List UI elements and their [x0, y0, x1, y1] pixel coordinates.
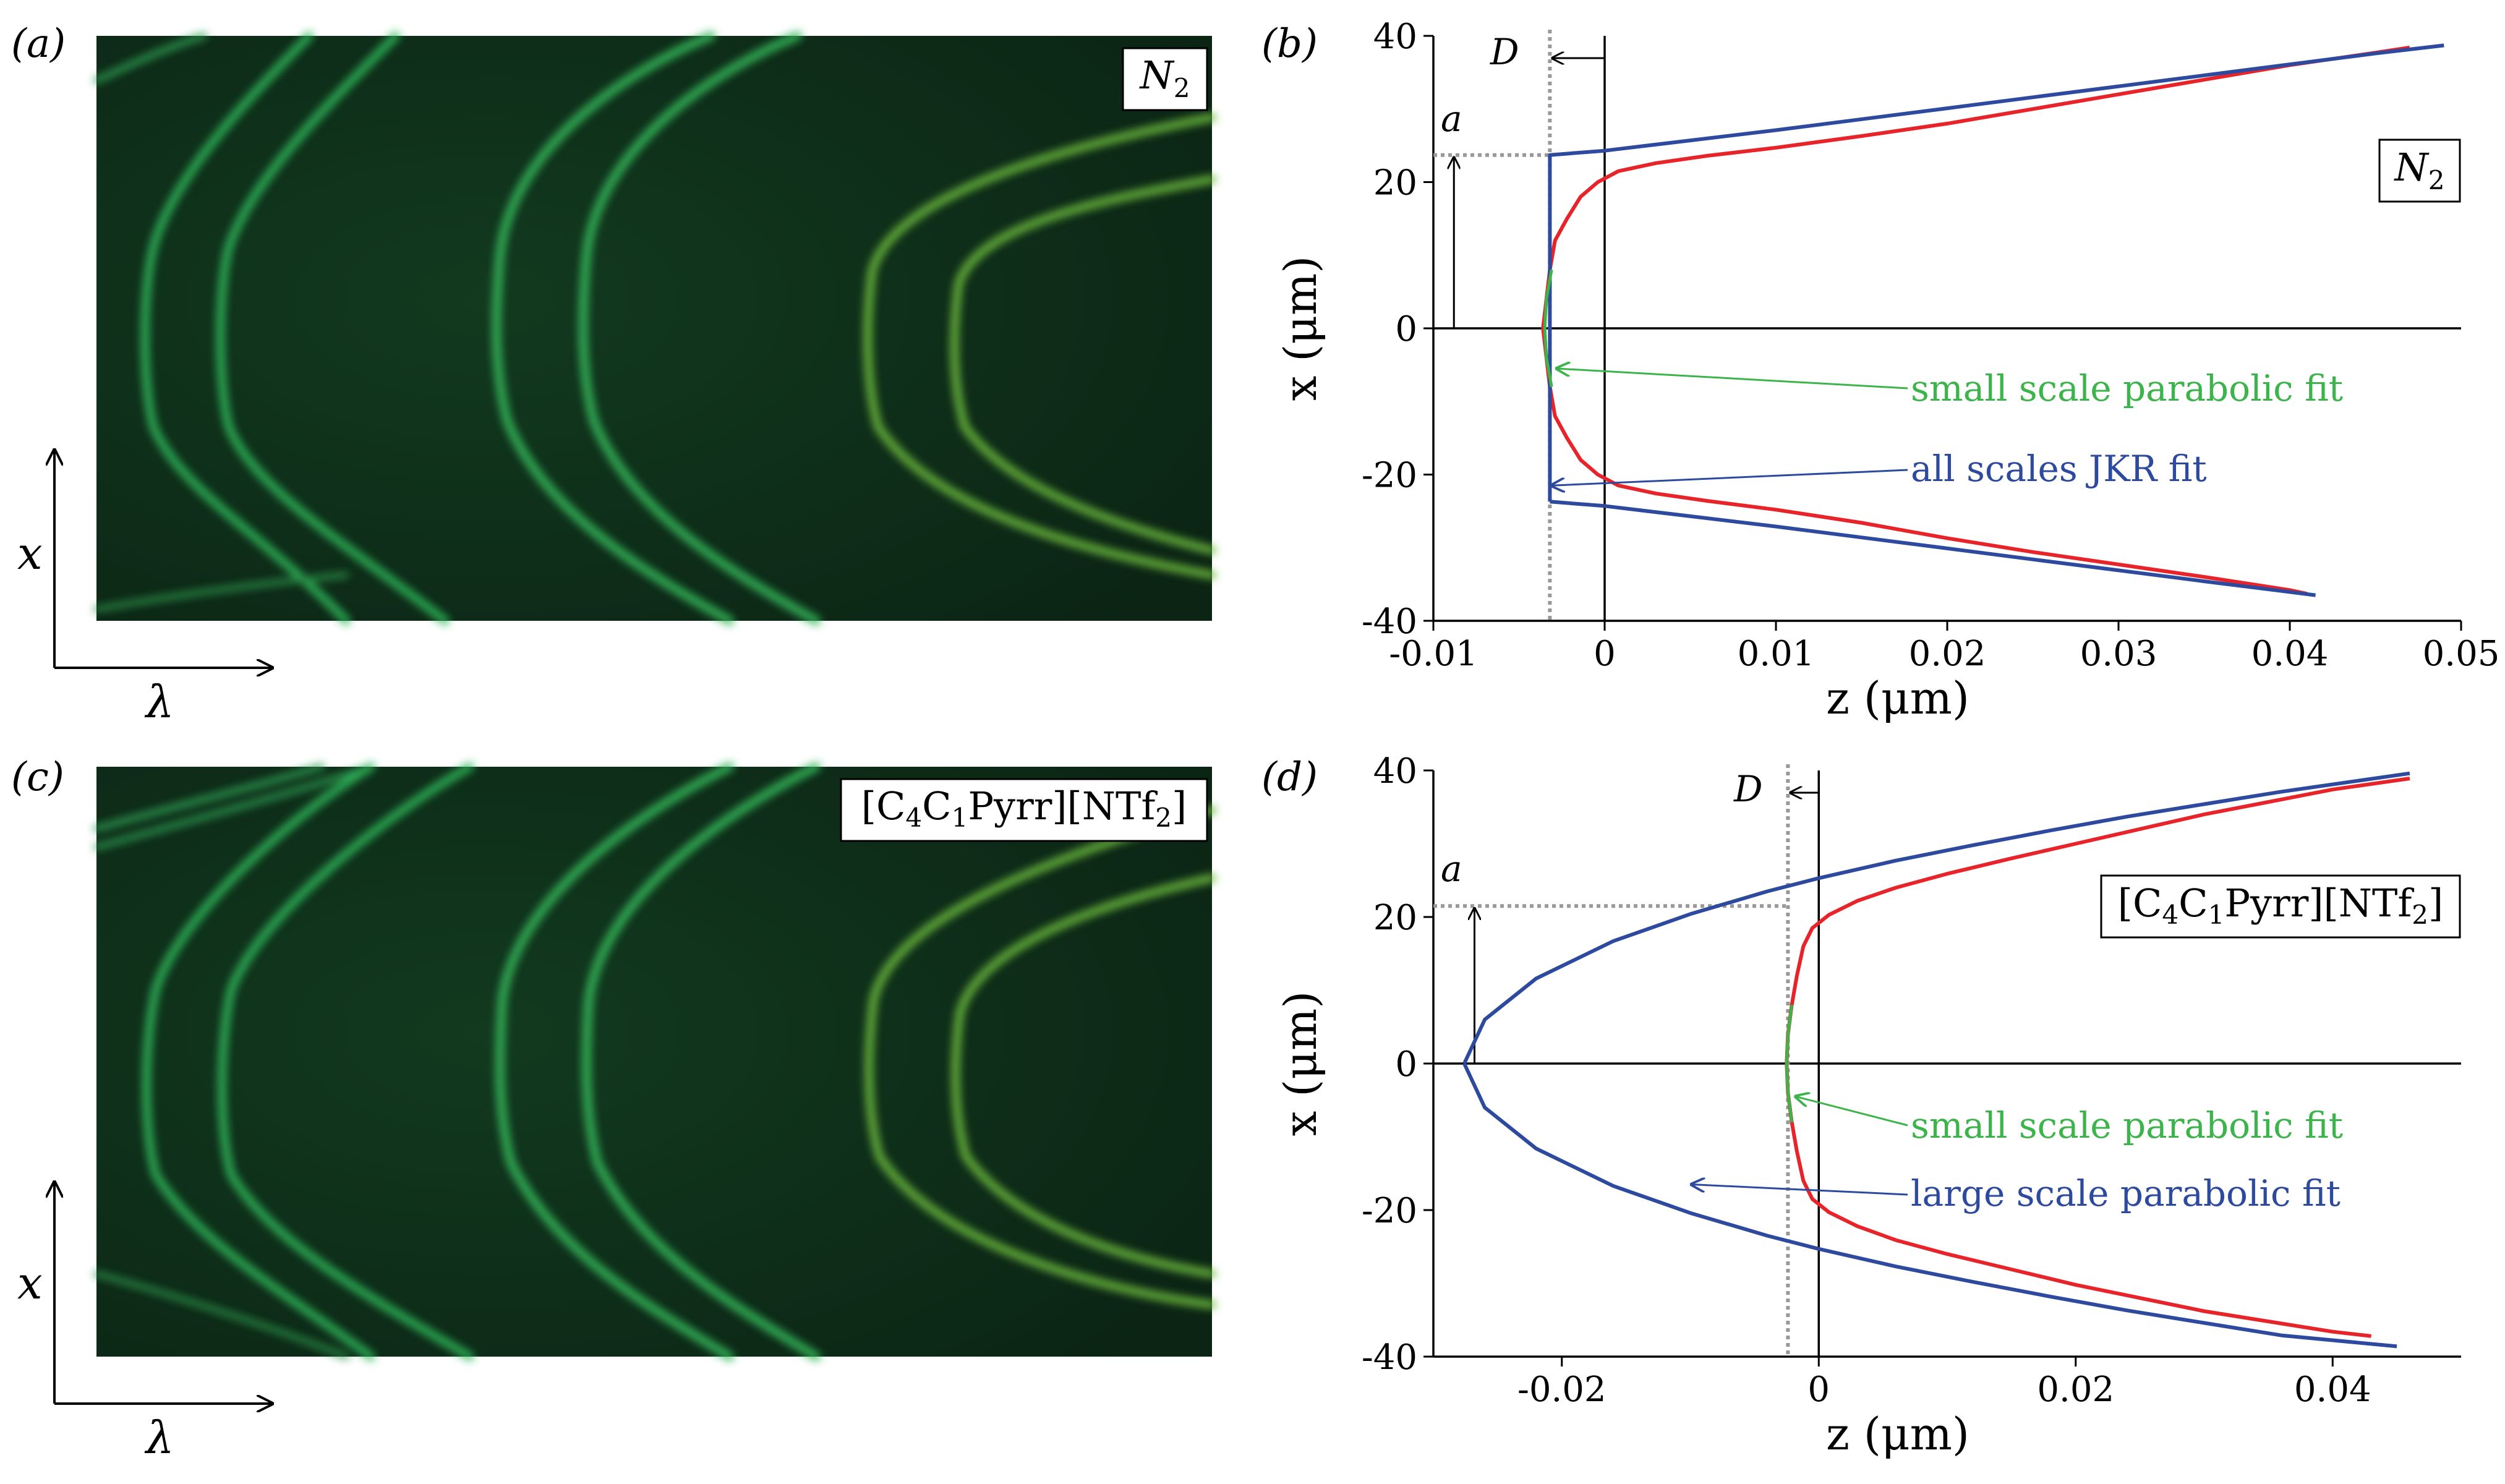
annotation-label: small scale parabolic fit: [1911, 367, 2343, 409]
y-tick-label: 0: [1395, 309, 1417, 349]
interferogram-image-a: N2: [93, 32, 1216, 625]
panel-b-medium-label-box: [2378, 139, 2461, 203]
x-tick-label: -0.01: [1389, 634, 1478, 674]
axis-x-symbol-c: x: [17, 1257, 43, 1309]
series-line-0-lower: [1548, 386, 2308, 596]
series-line-1-lower: [1462, 1062, 2397, 1349]
panel-d-x-axis-label: z (μm): [1826, 1408, 1969, 1460]
x-tick-label: -0.02: [1517, 1370, 1607, 1410]
panel-c-label: (c): [11, 754, 64, 800]
annotation-label: all scales JKR fit: [1911, 448, 2207, 490]
medium-label-c: [C4C1Pyrr][NTf2]: [861, 783, 1187, 833]
y-tick-label: 40: [1373, 751, 1417, 791]
x-tick-label: 0.04: [2251, 634, 2329, 674]
x-tick-label: 0: [1594, 634, 1616, 674]
axis-lambda-symbol-a: λ: [144, 676, 174, 728]
x-tick-label: 0.01: [1738, 634, 1815, 674]
panel-b-x-axis-label: z (μm): [1826, 672, 1969, 724]
series-line-0-lower: [1790, 1122, 2371, 1338]
panel-b-y-axis-label: x (μm): [1274, 256, 1326, 401]
chart-d: (d) -0.02 0 0.02 0.04 -40 -20 0 20 40 z (μm) x (μm)…: [1261, 751, 2461, 1460]
x-tick-label: 0.02: [1909, 634, 1986, 674]
interferogram-image-c: [C4C1Pyrr][NTf2]: [93, 762, 1216, 1361]
annotation-arrow: [1692, 1185, 1908, 1196]
panel-d-a-label: a: [1441, 848, 1462, 890]
x-tick-label: 0.05: [2423, 634, 2500, 674]
y-tick-label: 20: [1373, 163, 1417, 203]
chart-b: (b) -0.01 0 0.01 0.02 0.03 0.04 0.05 -40 -20 0 20 40…: [1261, 17, 2499, 724]
panel-a: (a) N2 x λ: [11, 21, 1216, 728]
series-line-2: [1785, 1004, 1794, 1123]
panel-b-label: (b): [1261, 21, 1318, 67]
panel-d-D-label: D: [1733, 768, 1763, 810]
panel-a-label: (a): [11, 21, 66, 67]
annotation-label: large scale parabolic fit: [1911, 1172, 2341, 1214]
annotation-label: small scale parabolic fit: [1911, 1104, 2343, 1146]
annotation-arrow: [1551, 469, 1908, 485]
panel-d-medium-label-box: [2100, 874, 2461, 939]
y-tick-label: -20: [1362, 1191, 1417, 1231]
y-tick-label: -40: [1362, 1337, 1417, 1378]
axis-x-symbol-a: x: [17, 527, 43, 579]
panel-c: (c) [C4C1Pyrr][NTf2] x λ: [11, 754, 1216, 1464]
y-tick-label: 20: [1373, 898, 1417, 938]
axes-indicator-a: x λ: [17, 450, 272, 728]
y-tick-label: -20: [1362, 456, 1417, 496]
panel-b-D-label: D: [1490, 31, 1519, 73]
series-line-1: [1548, 43, 2444, 502]
panel-d-label: (d): [1261, 754, 1318, 800]
axes-indicator-c: x λ: [17, 1182, 272, 1464]
y-tick-label: -40: [1362, 602, 1417, 642]
medium-label-box-c: [840, 778, 1208, 842]
medium-label-box-a: [1122, 47, 1208, 111]
annotation-arrow: [1556, 369, 1908, 390]
panel-d-y-axis-label: x (μm): [1274, 991, 1326, 1136]
y-tick-label: 40: [1373, 17, 1417, 57]
panel-b-a-label: a: [1441, 98, 1462, 140]
medium-label-a: N2: [1139, 53, 1190, 103]
y-tick-label: 0: [1395, 1044, 1417, 1085]
x-tick-label: 0.04: [2294, 1370, 2371, 1410]
x-tick-label: 0.02: [2037, 1370, 2114, 1410]
x-tick-label: 0: [1807, 1370, 1830, 1410]
series-line-0: [1785, 777, 2410, 1123]
series-line-1: [1462, 771, 2410, 1065]
annotation-arrow: [1796, 1096, 1908, 1127]
series-line-1-lower: [1550, 500, 2316, 597]
axis-lambda-symbol-c: λ: [144, 1412, 174, 1464]
series-line-0: [1541, 45, 2410, 387]
x-tick-label: 0.03: [2080, 634, 2157, 674]
panel-d-medium-label: [C4C1Pyrr][NTf2]: [2118, 881, 2443, 930]
panel-b-medium-label: N2: [2394, 145, 2445, 195]
series-line-2: [1543, 269, 1553, 388]
